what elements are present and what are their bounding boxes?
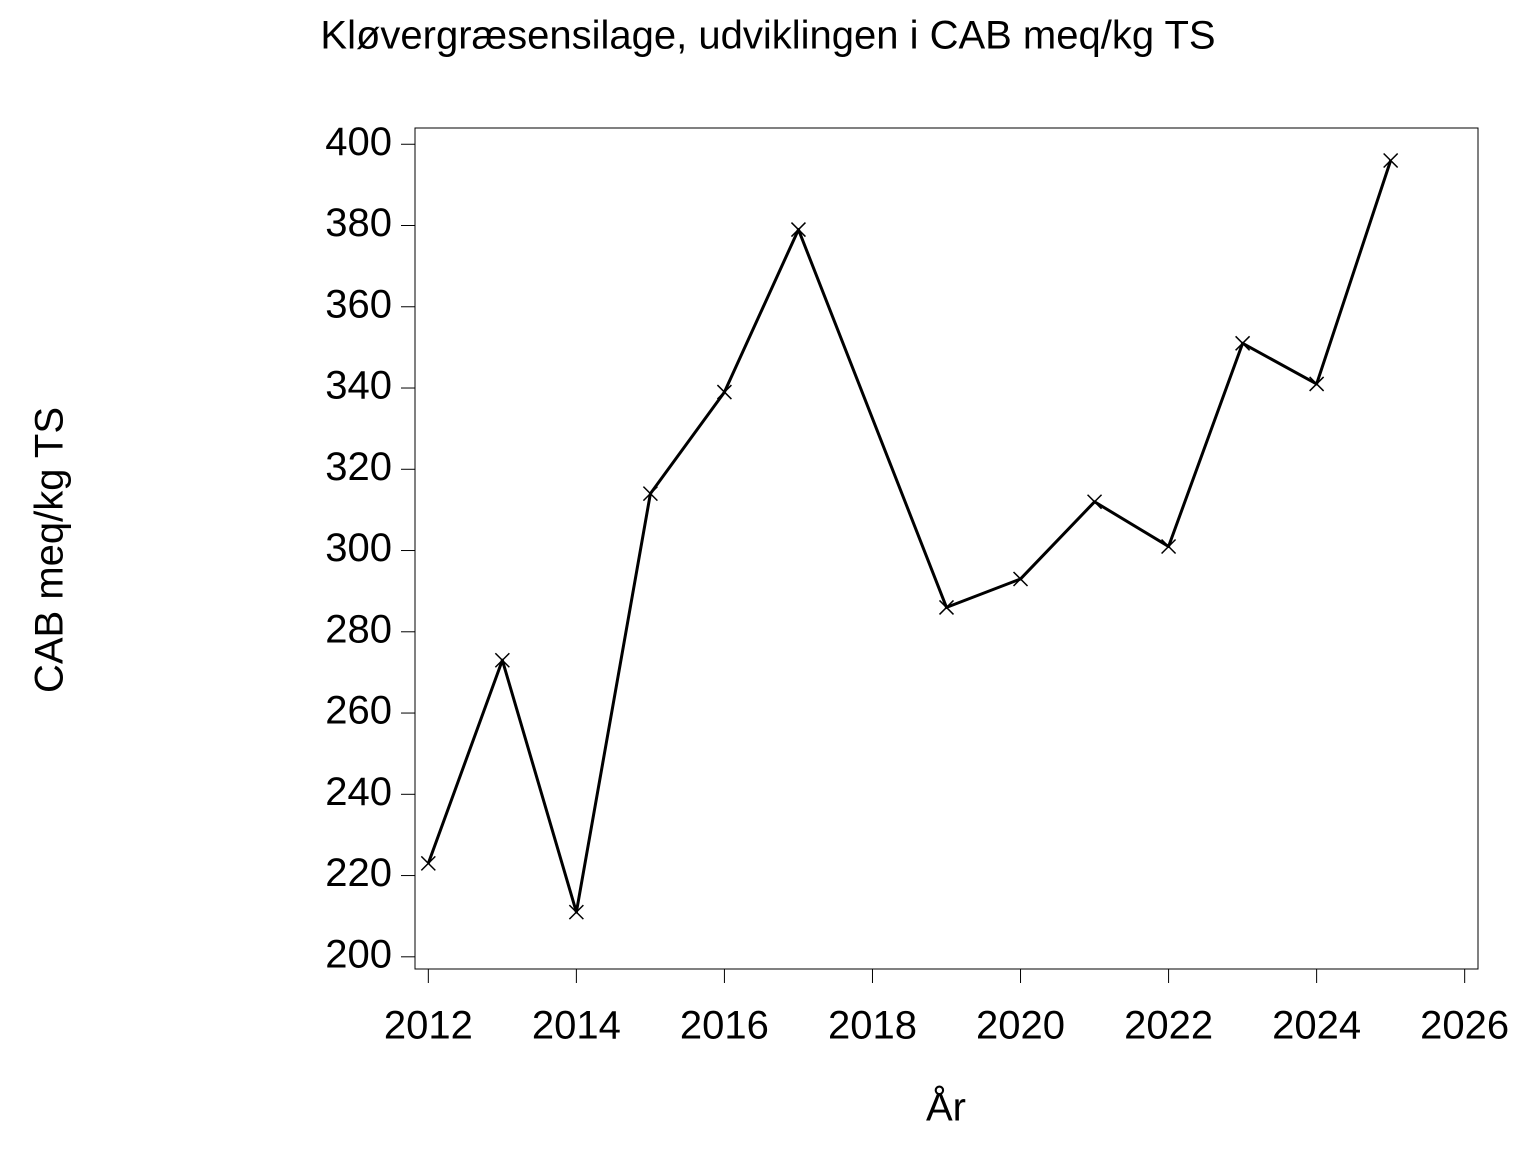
marker — [938, 599, 955, 615]
y-tick-label: 260 — [325, 689, 392, 733]
marker — [1383, 152, 1399, 169]
x-tick-label: 2018 — [828, 1004, 917, 1048]
chart-title: Kløvergræsensilage, udviklingen i CAB me… — [320, 14, 1215, 58]
line — [426, 160, 1393, 914]
y-tick-label: 240 — [325, 770, 392, 814]
marker — [1309, 376, 1325, 392]
x-tick-label: 2014 — [532, 1004, 621, 1048]
marker — [494, 652, 510, 668]
x-tick-label: 2020 — [976, 1004, 1065, 1048]
marker — [1012, 571, 1029, 587]
y-tick-label: 320 — [325, 445, 392, 489]
y-tick-label: 300 — [325, 526, 392, 570]
x-tick-label: 2024 — [1272, 1004, 1361, 1048]
marker — [1235, 335, 1251, 351]
y-tick-label: 360 — [325, 282, 392, 326]
y-tick-label: 340 — [325, 364, 392, 408]
marker — [568, 904, 584, 920]
y-tick-label: 280 — [325, 607, 392, 651]
marker — [642, 486, 658, 502]
marker — [1087, 494, 1103, 510]
x-tick-label: 2012 — [384, 1004, 473, 1048]
x-tick-label: 2022 — [1124, 1004, 1213, 1048]
y-tick-label: 200 — [325, 932, 392, 976]
y-tick-label: 380 — [325, 201, 392, 245]
marker — [1161, 538, 1177, 554]
y-axis-title: CAB meq/kg TS — [28, 407, 72, 693]
x-tick-label: 2026 — [1420, 1004, 1509, 1048]
plot-frame — [414, 127, 1479, 970]
x-tick-label: 2016 — [680, 1004, 769, 1048]
marker — [716, 384, 732, 400]
marker — [420, 855, 436, 871]
y-tick-label: 220 — [325, 851, 392, 895]
x-axis-title: År — [926, 1085, 966, 1130]
marker — [790, 222, 806, 238]
y-tick-label: 400 — [325, 120, 392, 164]
